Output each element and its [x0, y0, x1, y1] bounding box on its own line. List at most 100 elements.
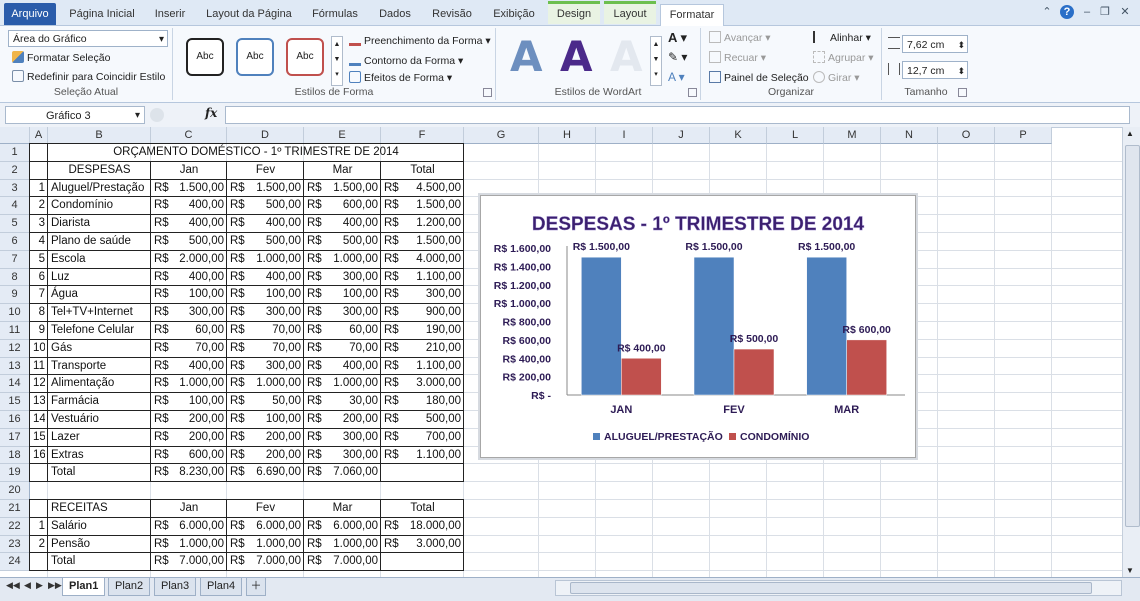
expense-fev[interactable]: R$ 1.000,00 — [230, 251, 301, 269]
receitas-total-fev[interactable]: R$ 7.000,00 — [230, 553, 301, 571]
expense-item[interactable]: Condomínio — [51, 199, 114, 212]
expense-total[interactable]: R$ 4.500,00 — [384, 180, 461, 198]
expense-mar[interactable]: R$ 1.500,00 — [307, 180, 378, 198]
expense-jan[interactable]: R$ 100,00 — [154, 393, 224, 411]
expense-jan[interactable]: R$ 1.000,00 — [154, 375, 224, 393]
ribbon-tab-p-gina-inicial[interactable]: Página Inicial — [69, 8, 135, 20]
expense-item[interactable]: Telefone Celular — [51, 324, 135, 336]
expense-mar[interactable]: R$ 30,00 — [307, 393, 378, 411]
column-header-K[interactable]: K — [710, 127, 767, 144]
row-header-12[interactable]: 12 — [0, 339, 30, 358]
row-header-1[interactable]: 1 — [0, 144, 30, 162]
window-close-icon[interactable]: ✕ — [1120, 6, 1130, 18]
receitas-header-1[interactable]: Jan — [179, 502, 199, 514]
column-header-P[interactable]: P — [995, 127, 1052, 144]
expense-item[interactable]: Farmácia — [51, 395, 99, 408]
first-sheet-icon[interactable]: ◀◀ — [6, 580, 20, 590]
text-effects-button[interactable]: A ▾ — [668, 70, 685, 84]
ribbon-tab-f-rmulas[interactable]: Fórmulas — [312, 8, 358, 20]
expense-jan[interactable]: R$ 70,00 — [154, 340, 224, 358]
expense-mar[interactable]: R$ 200,00 — [307, 411, 378, 429]
ribbon-tab-formatar[interactable]: Formatar — [660, 4, 724, 26]
column-header-C[interactable]: C — [151, 127, 227, 144]
income-fev[interactable]: R$ 6.000,00 — [230, 518, 301, 536]
column-header-D[interactable]: D — [227, 127, 304, 144]
insert-function-icon[interactable]: fx — [205, 106, 218, 120]
preenchimento-forma-button[interactable]: Preenchimento da Forma ▾ — [349, 31, 491, 47]
sheet-tab-plan1[interactable]: Plan1 — [62, 578, 106, 596]
row-number[interactable]: 13 — [33, 395, 45, 408]
expense-item[interactable]: Gás — [51, 341, 73, 354]
size-launcher-icon[interactable] — [958, 88, 967, 97]
expense-jan[interactable]: R$ 400,00 — [154, 197, 224, 215]
despesas-header-1[interactable]: Jan — [179, 163, 199, 176]
expense-fev[interactable]: R$ 200,00 — [230, 447, 301, 465]
expense-item[interactable]: Lazer — [51, 430, 80, 443]
row-header-5[interactable]: 5 — [0, 215, 30, 233]
avancar-button[interactable]: Avançar ▾ — [709, 31, 771, 44]
expense-total[interactable]: R$ 3.000,00 — [384, 375, 461, 393]
expense-total[interactable]: R$ 700,00 — [384, 429, 461, 447]
expense-total[interactable]: R$ 1.100,00 — [384, 269, 461, 287]
formatar-selecao-button[interactable]: Formatar Seleção — [12, 51, 110, 64]
efeitos-forma-button[interactable]: Efeitos de Forma ▾ — [349, 71, 452, 84]
expense-item[interactable]: Tel+TV+Internet — [51, 306, 133, 319]
expense-total[interactable]: R$ 300,00 — [384, 286, 461, 304]
row-number[interactable]: 3 — [38, 217, 45, 230]
receitas-total-mar[interactable]: R$ 7.000,00 — [307, 553, 378, 571]
row-header-3[interactable]: 3 — [0, 179, 30, 198]
expense-mar[interactable]: R$ 300,00 — [307, 447, 378, 465]
scroll-down-icon[interactable]: ▼ — [1126, 566, 1134, 575]
expense-jan[interactable]: R$ 400,00 — [154, 215, 224, 233]
column-header-G[interactable]: G — [464, 127, 539, 144]
row-header-10[interactable]: 10 — [0, 304, 30, 322]
row-number[interactable]: 4 — [38, 235, 45, 247]
expense-fev[interactable]: R$ 100,00 — [230, 286, 301, 304]
expense-jan[interactable]: R$ 400,00 — [154, 269, 224, 287]
horizontal-scroll-thumb[interactable] — [570, 582, 1092, 594]
next-sheet-icon[interactable]: ▶ — [36, 580, 43, 590]
receitas-total-jan[interactable]: R$ 7.000,00 — [154, 553, 224, 571]
row-number[interactable]: 14 — [33, 413, 45, 425]
chart-element-dropdown[interactable]: Área do Gráfico — [8, 30, 168, 48]
vertical-scrollbar[interactable]: ▲ ▼ — [1122, 127, 1140, 577]
expense-mar[interactable]: R$ 60,00 — [307, 322, 378, 340]
income-jan[interactable]: R$ 1.000,00 — [154, 536, 224, 554]
expense-mar[interactable]: R$ 1.000,00 — [307, 251, 378, 269]
expense-jan[interactable]: R$ 500,00 — [154, 233, 224, 251]
despesas-total-jan[interactable]: R$ 8.230,00 — [154, 464, 224, 482]
alinhar-button[interactable]: Alinhar ▾ — [813, 31, 871, 44]
row-number[interactable]: 5 — [38, 252, 45, 265]
expense-total[interactable]: R$ 1.200,00 — [384, 215, 461, 233]
shape-style-red[interactable]: Abc — [286, 38, 324, 76]
altura-input[interactable]: 7,62 cm — [902, 35, 968, 54]
wordart-style-purple[interactable]: A — [560, 32, 593, 81]
expense-total[interactable]: R$ 210,00 — [384, 340, 461, 358]
row-header-16[interactable]: 16 — [0, 411, 30, 429]
column-header-I[interactable]: I — [596, 127, 653, 144]
expense-item[interactable]: Alimentação — [51, 377, 115, 390]
ribbon-tab-design[interactable]: Design — [548, 1, 600, 24]
expense-mar[interactable]: R$ 1.000,00 — [307, 375, 378, 393]
column-header-H[interactable]: H — [539, 127, 596, 144]
expense-item[interactable]: Transporte — [51, 359, 107, 372]
formula-input[interactable] — [225, 106, 1130, 124]
row-header-22[interactable]: 22 — [0, 517, 30, 536]
row-number[interactable]: 11 — [33, 359, 45, 372]
expense-item[interactable]: Aluguel/Prestação — [51, 181, 145, 194]
row-number[interactable]: 12 — [33, 377, 45, 390]
text-outline-button[interactable]: ✎ ▾ — [668, 50, 688, 64]
expense-mar[interactable]: R$ 300,00 — [307, 429, 378, 447]
row-header-9[interactable]: 9 — [0, 286, 30, 305]
income-jan[interactable]: R$ 6.000,00 — [154, 518, 224, 536]
despesas-header-3[interactable]: Mar — [332, 163, 353, 176]
row-header-19[interactable]: 19 — [0, 464, 30, 483]
column-header-N[interactable]: N — [881, 127, 938, 144]
expense-jan[interactable]: R$ 2.000,00 — [154, 251, 224, 269]
sheet-title[interactable]: ORÇAMENTO DOMÉSTICO - 1º TRIMESTRE DE 20… — [113, 146, 399, 158]
row-number[interactable]: 10 — [33, 341, 45, 354]
expense-total[interactable]: R$ 180,00 — [384, 393, 461, 411]
row-header-8[interactable]: 8 — [0, 268, 30, 287]
despesas-total-label[interactable]: Total — [51, 466, 76, 479]
minimize-ribbon-icon[interactable]: ⌃ — [1042, 6, 1052, 18]
